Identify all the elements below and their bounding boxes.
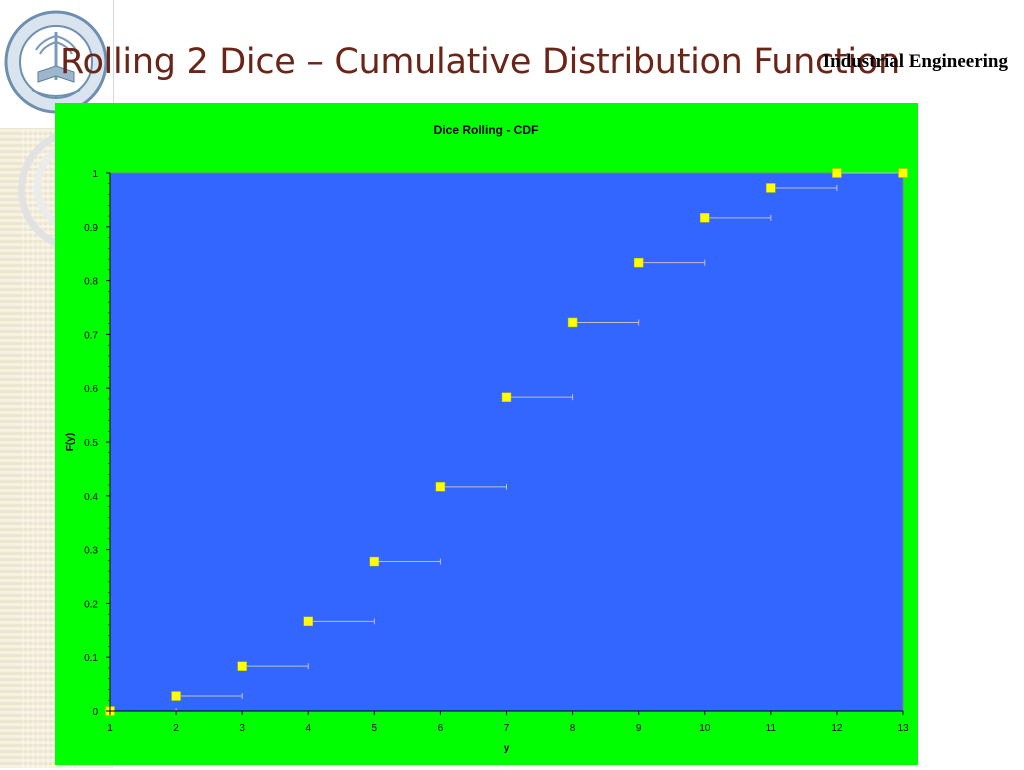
x-tick-label: 3 (239, 723, 245, 734)
x-tick-label: 4 (305, 723, 311, 734)
x-tick-label: 6 (438, 723, 444, 734)
y-tick-label: 0.3 (84, 546, 98, 557)
data-point (237, 661, 247, 671)
y-axis-ticks: 0 0.1 0.2 0.3 0.4 0.5 0.6 0.7 0.8 0.9 1 (84, 169, 110, 718)
data-point (303, 616, 313, 627)
chart-panel: Dice Rolling - CDF 1 2 3 4 5 6 7 8 9 10 11 12 13 0 0.… (55, 103, 918, 765)
data-point (700, 213, 710, 223)
x-tick-label: 11 (766, 723, 777, 734)
x-tick-label: 10 (699, 723, 711, 734)
y-axis-label: F(y) (65, 433, 76, 451)
y-tick-label: 0.2 (84, 599, 98, 610)
department-label: Industrial Engineering (822, 51, 1008, 72)
slide-title: Rolling 2 Dice – Cumulative Distribution… (60, 42, 900, 82)
y-tick-label: 0.8 (84, 277, 98, 288)
x-axis-ticks: 1 2 3 4 5 6 7 8 9 10 11 12 13 (107, 711, 909, 734)
university-seal-icon (4, 10, 108, 114)
data-point (171, 691, 181, 701)
y-tick-label: 0.4 (84, 492, 98, 503)
x-tick-label: 1 (107, 723, 113, 734)
x-tick-label: 2 (173, 723, 179, 734)
y-tick-label: 0.6 (84, 384, 98, 395)
x-tick-label: 13 (897, 723, 909, 734)
y-tick-label: 0.9 (84, 223, 98, 234)
data-point (567, 317, 578, 328)
plot-area (109, 172, 904, 712)
x-tick-label: 12 (831, 723, 843, 734)
step-lines (110, 170, 904, 714)
cdf-chart: Dice Rolling - CDF 1 2 3 4 5 6 7 8 9 10 11 12 13 00.… (65, 123, 909, 754)
data-point (435, 482, 446, 492)
data-point (633, 257, 644, 268)
data-point (832, 168, 842, 178)
y-tick-label: 1 (92, 169, 98, 180)
data-point (369, 556, 380, 567)
y-tick-label: 0.5 (84, 438, 98, 449)
x-tick-label: 7 (504, 723, 510, 734)
y-tick-label: 0.7 (84, 330, 98, 341)
data-point (898, 168, 908, 178)
x-tick-label: 9 (636, 723, 642, 734)
x-tick-label: 5 (372, 723, 378, 734)
y-tick-label: 0.1 (84, 653, 98, 664)
data-point (766, 183, 776, 193)
chart-title: Dice Rolling - CDF (434, 123, 539, 137)
y-tick-label: 0 (92, 707, 98, 718)
data-point (501, 392, 512, 402)
x-tick-label: 8 (570, 723, 576, 734)
x-axis-label: y (504, 743, 510, 754)
